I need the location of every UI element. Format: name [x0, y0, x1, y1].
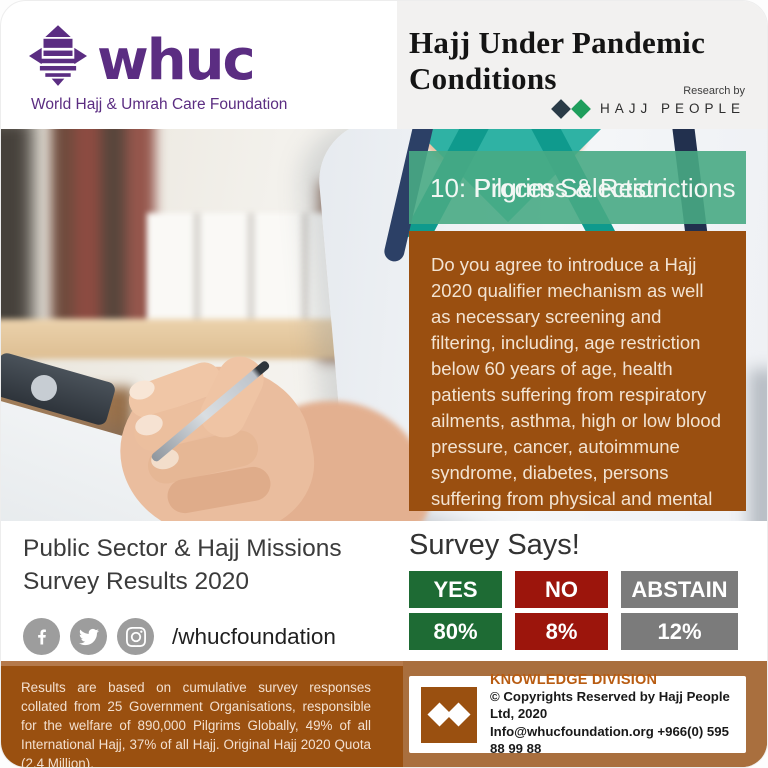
question-text-box: Do you agree to introduce a Hajj 2020 qu… — [409, 231, 746, 511]
survey-option-no-label: NO — [515, 571, 608, 608]
facebook-icon — [23, 618, 60, 656]
twitter-icon — [70, 618, 107, 656]
brand-tagline: World Hajj & Umrah Care Foundation — [31, 96, 288, 113]
social-handle: /whucfoundation — [172, 623, 336, 649]
whuc-logo-icon — [29, 25, 87, 86]
hajj-people-wordmark: HAJJ PEOPLE — [599, 101, 745, 116]
header: whuc World Hajj & Umrah Care Foundation … — [1, 1, 767, 129]
footer: Results are based on cumulative survey r… — [1, 661, 767, 768]
survey-option-yes-value: 80% — [409, 613, 502, 650]
research-credit: Research by HAJJ PEOPLE — [551, 85, 745, 119]
photo-shape-dark-blob — [1, 129, 33, 347]
instagram-icon — [117, 618, 154, 656]
results-band: Public Sector & Hajj Missions Survey Res… — [1, 521, 767, 661]
brand-wordmark: whuc — [97, 28, 256, 94]
survey-option-abstain-value: 12% — [621, 613, 738, 650]
survey-results-heading: Public Sector & Hajj Missions Survey Res… — [23, 535, 342, 595]
question-header-line1: 10: Pilgrim Selection — [430, 172, 667, 203]
hajj-people-logo: HAJJ PEOPLE — [551, 98, 745, 119]
results-left-panel: Public Sector & Hajj Missions Survey Res… — [23, 533, 383, 656]
survey-option-yes-label: YES — [409, 571, 502, 608]
photo-shape-books — [51, 129, 155, 327]
knowledge-division-text: KNOWLEDGE DIVISION © Copyrights Reserved… — [490, 672, 746, 758]
question-header: 10: Pilgrim Selection Process & Restrict… — [409, 151, 746, 224]
page-title: Hajj Under Pandemic Conditions — [409, 25, 706, 96]
social-row: /whucfoundation — [23, 618, 383, 656]
knowledge-division-title: KNOWLEDGE DIVISION — [490, 671, 658, 688]
diamond-icon — [446, 702, 471, 727]
copyright-line: © Copyrights Reserved by Hajj People Ltd… — [490, 688, 730, 722]
logo-row: whuc — [29, 25, 397, 94]
photo-shape-edge-shadow — [749, 369, 767, 521]
survey-results-grid: YES NO ABSTAIN 80% 8% 12% — [409, 571, 746, 650]
survey-option-abstain-label: ABSTAIN — [621, 571, 738, 608]
question-header-line2: Process & Restrictions — [474, 172, 736, 203]
doctor-photo: 10: Pilgrim Selection Process & Restrict… — [1, 129, 767, 521]
photo-shape-clip-knob — [31, 375, 57, 401]
research-by-label: Research by — [683, 85, 745, 97]
title-block: Hajj Under Pandemic Conditions Research … — [397, 1, 767, 129]
survey-option-no-value: 8% — [515, 613, 608, 650]
brand-block: whuc World Hajj & Umrah Care Foundation — [1, 1, 397, 129]
hajj-people-diamond-dark-icon — [551, 98, 571, 119]
knowledge-division-box: KNOWLEDGE DIVISION © Copyrights Reserved… — [409, 672, 746, 756]
hajj-people-diamond-green-icon — [571, 98, 591, 119]
knowledge-division-logo-icon — [421, 686, 477, 743]
contact-line: Info@whucfoundation.org +966(0) 595 88 9… — [490, 723, 729, 756]
survey-says-panel: Survey Says! YES NO ABSTAIN 80% 8% 12% — [409, 529, 746, 650]
survey-says-heading: Survey Says! — [409, 529, 580, 561]
methodology-note: Results are based on cumulative survey r… — [21, 680, 371, 768]
